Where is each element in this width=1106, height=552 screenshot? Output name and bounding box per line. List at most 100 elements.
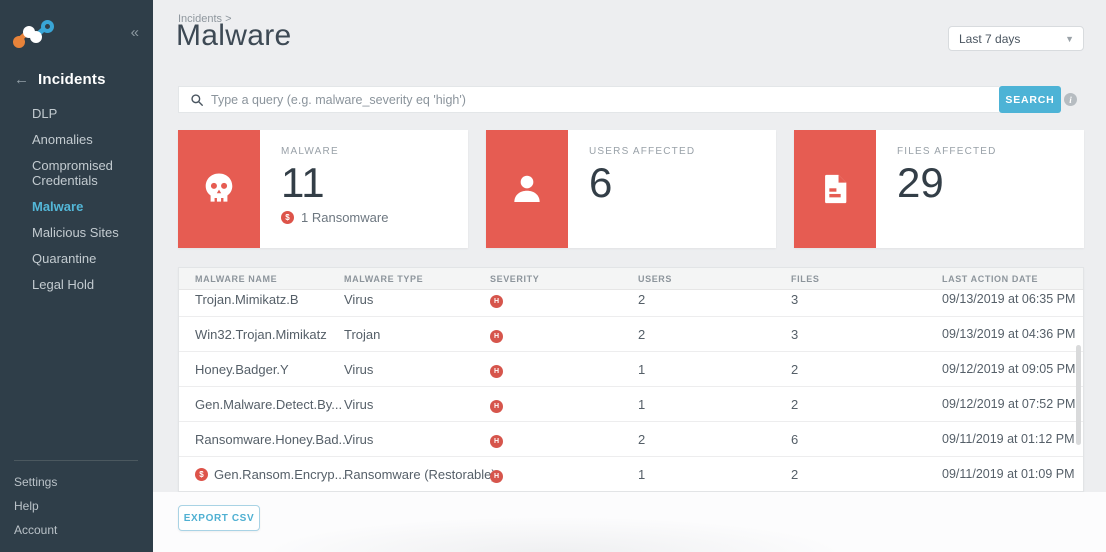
table-row[interactable]: Win32.Trojan.Mimikatz Trojan H 2 3 09/13…	[179, 317, 1083, 352]
sidebar-collapse-icon[interactable]: «	[130, 24, 139, 41]
col-files: FILES	[791, 273, 820, 284]
last-action-date: 09/11/2019 at 01:09 PM	[942, 467, 1075, 481]
malware-name-cell: Gen.Ransom.Encryp...	[195, 466, 346, 482]
date-range-dropdown[interactable]: Last 7 days ▼	[948, 26, 1084, 51]
search-button[interactable]: SEARCH	[999, 86, 1061, 113]
sidebar-item[interactable]: Anomalies	[32, 132, 144, 147]
col-malware-type: MALWARE TYPE	[344, 273, 424, 284]
malware-type: Virus	[344, 361, 374, 377]
sidebar-item[interactable]: Compromised Credentials	[32, 158, 144, 188]
last-action-date: 09/11/2019 at 01:12 PM	[942, 432, 1075, 446]
sidebar-item[interactable]: Quarantine	[32, 251, 144, 266]
files-affected-count: 29	[897, 159, 944, 206]
sidebar-item[interactable]: Malware	[32, 199, 144, 214]
sidebar-item[interactable]: DLP	[32, 106, 144, 121]
info-icon[interactable]: i	[1064, 93, 1077, 106]
search-bar: SEARCH	[178, 86, 1061, 113]
users-count: 2	[638, 291, 646, 307]
last-action-date: 09/12/2019 at 07:52 PM	[942, 397, 1076, 411]
search-input[interactable]	[211, 87, 999, 112]
ransomware-icon	[281, 211, 294, 225]
severity-high-badge: H	[490, 434, 503, 448]
malware-stat-body: MALWARE 11 1 Ransomware	[260, 130, 388, 248]
sidebar-section-title: Incidents	[38, 71, 106, 88]
sidebar-item-label: Malicious Sites	[32, 225, 119, 240]
chevron-down-icon: ▼	[1065, 33, 1074, 44]
table-row[interactable]: Trojan.Mimikatz.B Virus H 2 3 09/13/2019…	[179, 290, 1083, 317]
ransomware-sub-stat: 1 Ransomware	[281, 210, 388, 225]
sidebar: « ← Incidents DLP Anomalies Compromised …	[0, 0, 153, 552]
search-icon	[191, 93, 203, 106]
user-icon	[486, 130, 568, 248]
table-row[interactable]: Gen.Malware.Detect.By... Virus H 1 2 09/…	[179, 387, 1083, 422]
severity-high-badge: H	[490, 364, 503, 378]
last-action-date: 09/13/2019 at 04:36 PM	[942, 327, 1076, 341]
severity-cell: H	[490, 396, 638, 413]
sidebar-item[interactable]: Malicious Sites	[32, 225, 144, 240]
malware-name: Gen.Ransom.Encryp...	[214, 466, 346, 482]
sidebar-item-label: Malware	[32, 199, 84, 214]
files-count: 2	[791, 361, 799, 377]
severity-high-badge: H	[490, 329, 503, 343]
malware-name: Gen.Malware.Detect.By...	[195, 396, 343, 412]
table-row[interactable]: Honey.Badger.Y Virus H 1 2 09/12/2019 at…	[179, 352, 1083, 387]
severity-high-badge: H	[490, 399, 503, 413]
users-count: 2	[638, 431, 646, 447]
sidebar-footer: Settings Help Account	[14, 460, 138, 547]
users-affected-card: USERS AFFECTED 6	[486, 130, 776, 248]
sidebar-footer-label: Help	[14, 499, 39, 513]
malware-name-cell: Ransomware.Honey.Bad...	[195, 432, 349, 447]
table-header: MALWARE NAME MALWARE TYPE SEVERITY USERS…	[179, 268, 1083, 290]
files-count: 2	[791, 466, 799, 482]
files-count: 2	[791, 396, 799, 412]
sidebar-item[interactable]: Legal Hold	[32, 277, 144, 292]
sidebar-item-label: Legal Hold	[32, 277, 95, 292]
logo-orange-dot	[13, 36, 25, 48]
files-count: 6	[791, 431, 799, 447]
users-affected-label: USERS AFFECTED	[589, 146, 696, 157]
malware-type: Trojan	[344, 326, 381, 342]
ransomware-sub-label: 1 Ransomware	[301, 210, 389, 226]
users-affected-count: 6	[589, 159, 613, 206]
last-action-date: 09/13/2019 at 06:35 PM	[942, 292, 1076, 306]
malware-name-cell: Honey.Badger.Y	[195, 362, 344, 377]
malware-count: 11	[281, 159, 325, 206]
col-users: USERS	[638, 273, 673, 284]
malware-stat-label: MALWARE	[281, 146, 339, 157]
malware-type: Virus	[344, 396, 374, 412]
breadcrumb[interactable]: Incidents >	[178, 13, 232, 25]
search-field-container	[178, 86, 999, 113]
table-body: Trojan.Mimikatz.B Virus H 2 3 09/13/2019…	[179, 290, 1083, 491]
sidebar-divider	[14, 460, 138, 461]
export-csv-button[interactable]: EXPORT CSV	[178, 505, 260, 531]
sidebar-footer-item[interactable]: Account	[14, 523, 138, 537]
bottom-area	[153, 492, 1106, 552]
malware-table: MALWARE NAME MALWARE TYPE SEVERITY USERS…	[178, 267, 1084, 492]
malware-name: Honey.Badger.Y	[195, 361, 289, 377]
col-malware-name: MALWARE NAME	[195, 273, 278, 284]
files-affected-body: FILES AFFECTED 29	[876, 130, 997, 248]
sidebar-item-label: Quarantine	[32, 251, 97, 266]
table-row[interactable]: Gen.Ransom.Encryp... Ransomware (Restora…	[179, 457, 1083, 491]
netskope-logo-icon[interactable]	[12, 20, 54, 49]
sidebar-footer-item[interactable]: Settings	[14, 475, 138, 489]
col-severity: SEVERITY	[490, 273, 540, 284]
sidebar-menu: DLP Anomalies Compromised Credentials Ma…	[32, 106, 144, 303]
users-count: 1	[638, 396, 646, 412]
table-row[interactable]: Ransomware.Honey.Bad... Virus H 2 6 09/1…	[179, 422, 1083, 457]
malware-name-cell: Gen.Malware.Detect.By...	[195, 397, 344, 412]
severity-cell: H	[490, 326, 638, 343]
malware-name-cell: Win32.Trojan.Mimikatz	[195, 327, 344, 342]
logo-blue-donut	[41, 20, 54, 33]
sidebar-footer-item[interactable]: Help	[14, 499, 138, 513]
severity-cell: H	[490, 431, 638, 448]
skull-icon	[178, 130, 260, 248]
sidebar-back-incidents[interactable]: ← Incidents	[14, 71, 106, 88]
page-title: Malware	[176, 19, 292, 52]
severity-high-badge: H	[490, 469, 503, 483]
files-count: 3	[791, 291, 799, 307]
files-affected-card: FILES AFFECTED 29	[794, 130, 1084, 248]
severity-cell: H	[490, 361, 638, 378]
table-scrollbar[interactable]	[1076, 345, 1081, 445]
malware-name-cell: Trojan.Mimikatz.B	[195, 292, 344, 307]
